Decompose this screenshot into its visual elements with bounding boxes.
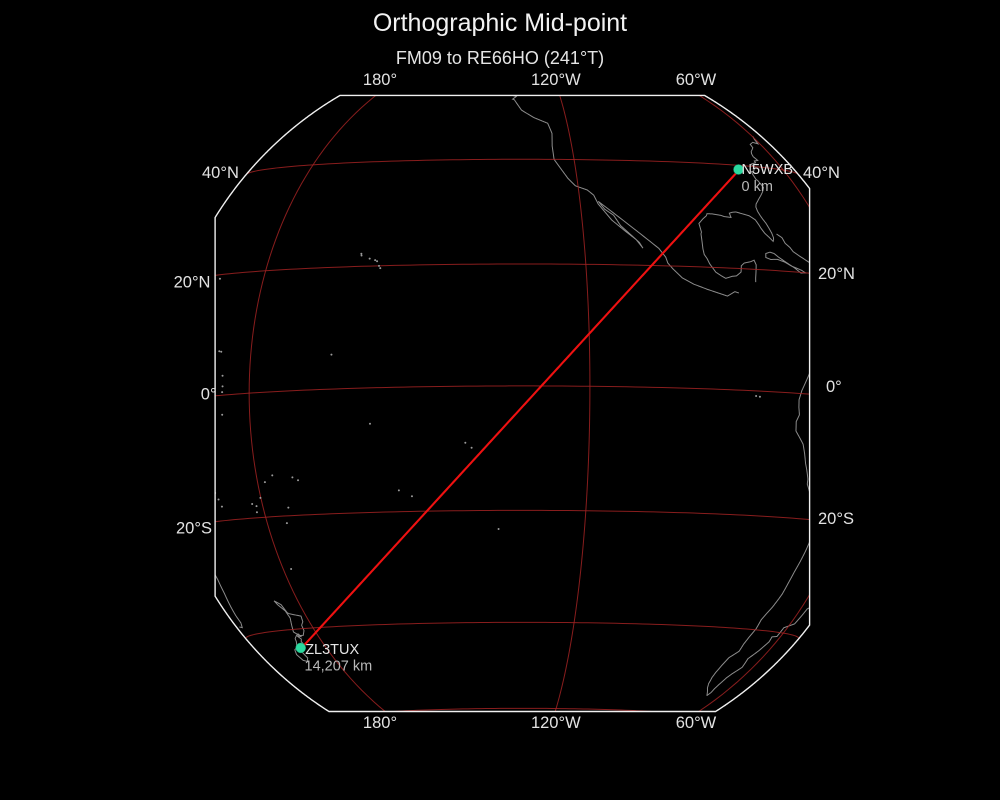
svg-text:40°N: 40°N — [202, 164, 239, 182]
svg-text:20°N: 20°N — [174, 273, 211, 291]
svg-text:N5WXB: N5WXB — [742, 162, 794, 178]
svg-text:0 km: 0 km — [742, 179, 773, 195]
svg-text:0°: 0° — [826, 378, 842, 396]
svg-text:60°W: 60°W — [676, 71, 717, 89]
svg-text:180°: 180° — [363, 714, 397, 732]
svg-text:20°N: 20°N — [818, 265, 855, 283]
svg-text:20°S: 20°S — [818, 510, 854, 528]
svg-text:120°W: 120°W — [531, 71, 581, 89]
svg-text:120°W: 120°W — [531, 714, 581, 732]
svg-text:14,207 km: 14,207 km — [305, 659, 373, 675]
svg-text:ZL3TUX: ZL3TUX — [305, 642, 359, 658]
svg-text:180°: 180° — [363, 71, 397, 89]
svg-text:40°N: 40°N — [803, 164, 840, 182]
svg-text:20°S: 20°S — [176, 519, 212, 537]
svg-text:0°: 0° — [201, 385, 217, 403]
svg-text:60°W: 60°W — [676, 714, 717, 732]
